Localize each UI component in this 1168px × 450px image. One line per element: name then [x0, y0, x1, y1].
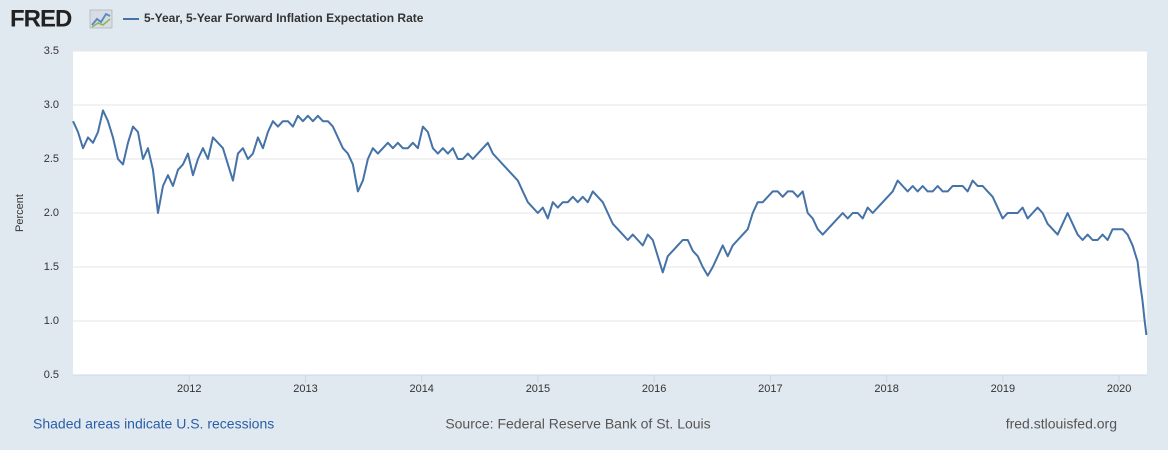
y-tick-label: 1.0 — [44, 315, 59, 327]
x-tick-label: 2019 — [991, 383, 1015, 395]
y-tick-label: 3.5 — [44, 45, 59, 57]
x-tick-label: 2016 — [642, 383, 666, 395]
y-tick-label: 0.5 — [44, 369, 59, 381]
source-note: Source: Federal Reserve Bank of St. Loui… — [445, 416, 710, 432]
x-tick-label: 2017 — [758, 383, 782, 395]
x-tick-label: 2020 — [1107, 383, 1131, 395]
recession-note[interactable]: Shaded areas indicate U.S. recessions — [33, 416, 274, 432]
legend-label: 5-Year, 5-Year Forward Inflation Expecta… — [144, 11, 424, 25]
y-axis-label: Percent — [14, 194, 26, 232]
y-tick-label: 2.0 — [44, 207, 59, 219]
y-tick-label: 1.5 — [44, 261, 59, 273]
x-tick-label: 2014 — [409, 383, 433, 395]
y-tick-label: 2.5 — [44, 153, 59, 165]
logo-icon — [89, 9, 113, 29]
x-tick-label: 2015 — [526, 383, 550, 395]
y-tick-label: 3.0 — [44, 99, 59, 111]
series-line — [72, 109, 1148, 336]
x-tick-label: 2018 — [874, 383, 898, 395]
site-link[interactable]: fred.stlouisfed.org — [1006, 416, 1117, 432]
x-tick-label: 2012 — [177, 383, 201, 395]
logo: FRED — [10, 5, 72, 32]
x-tick-label: 2013 — [293, 383, 317, 395]
